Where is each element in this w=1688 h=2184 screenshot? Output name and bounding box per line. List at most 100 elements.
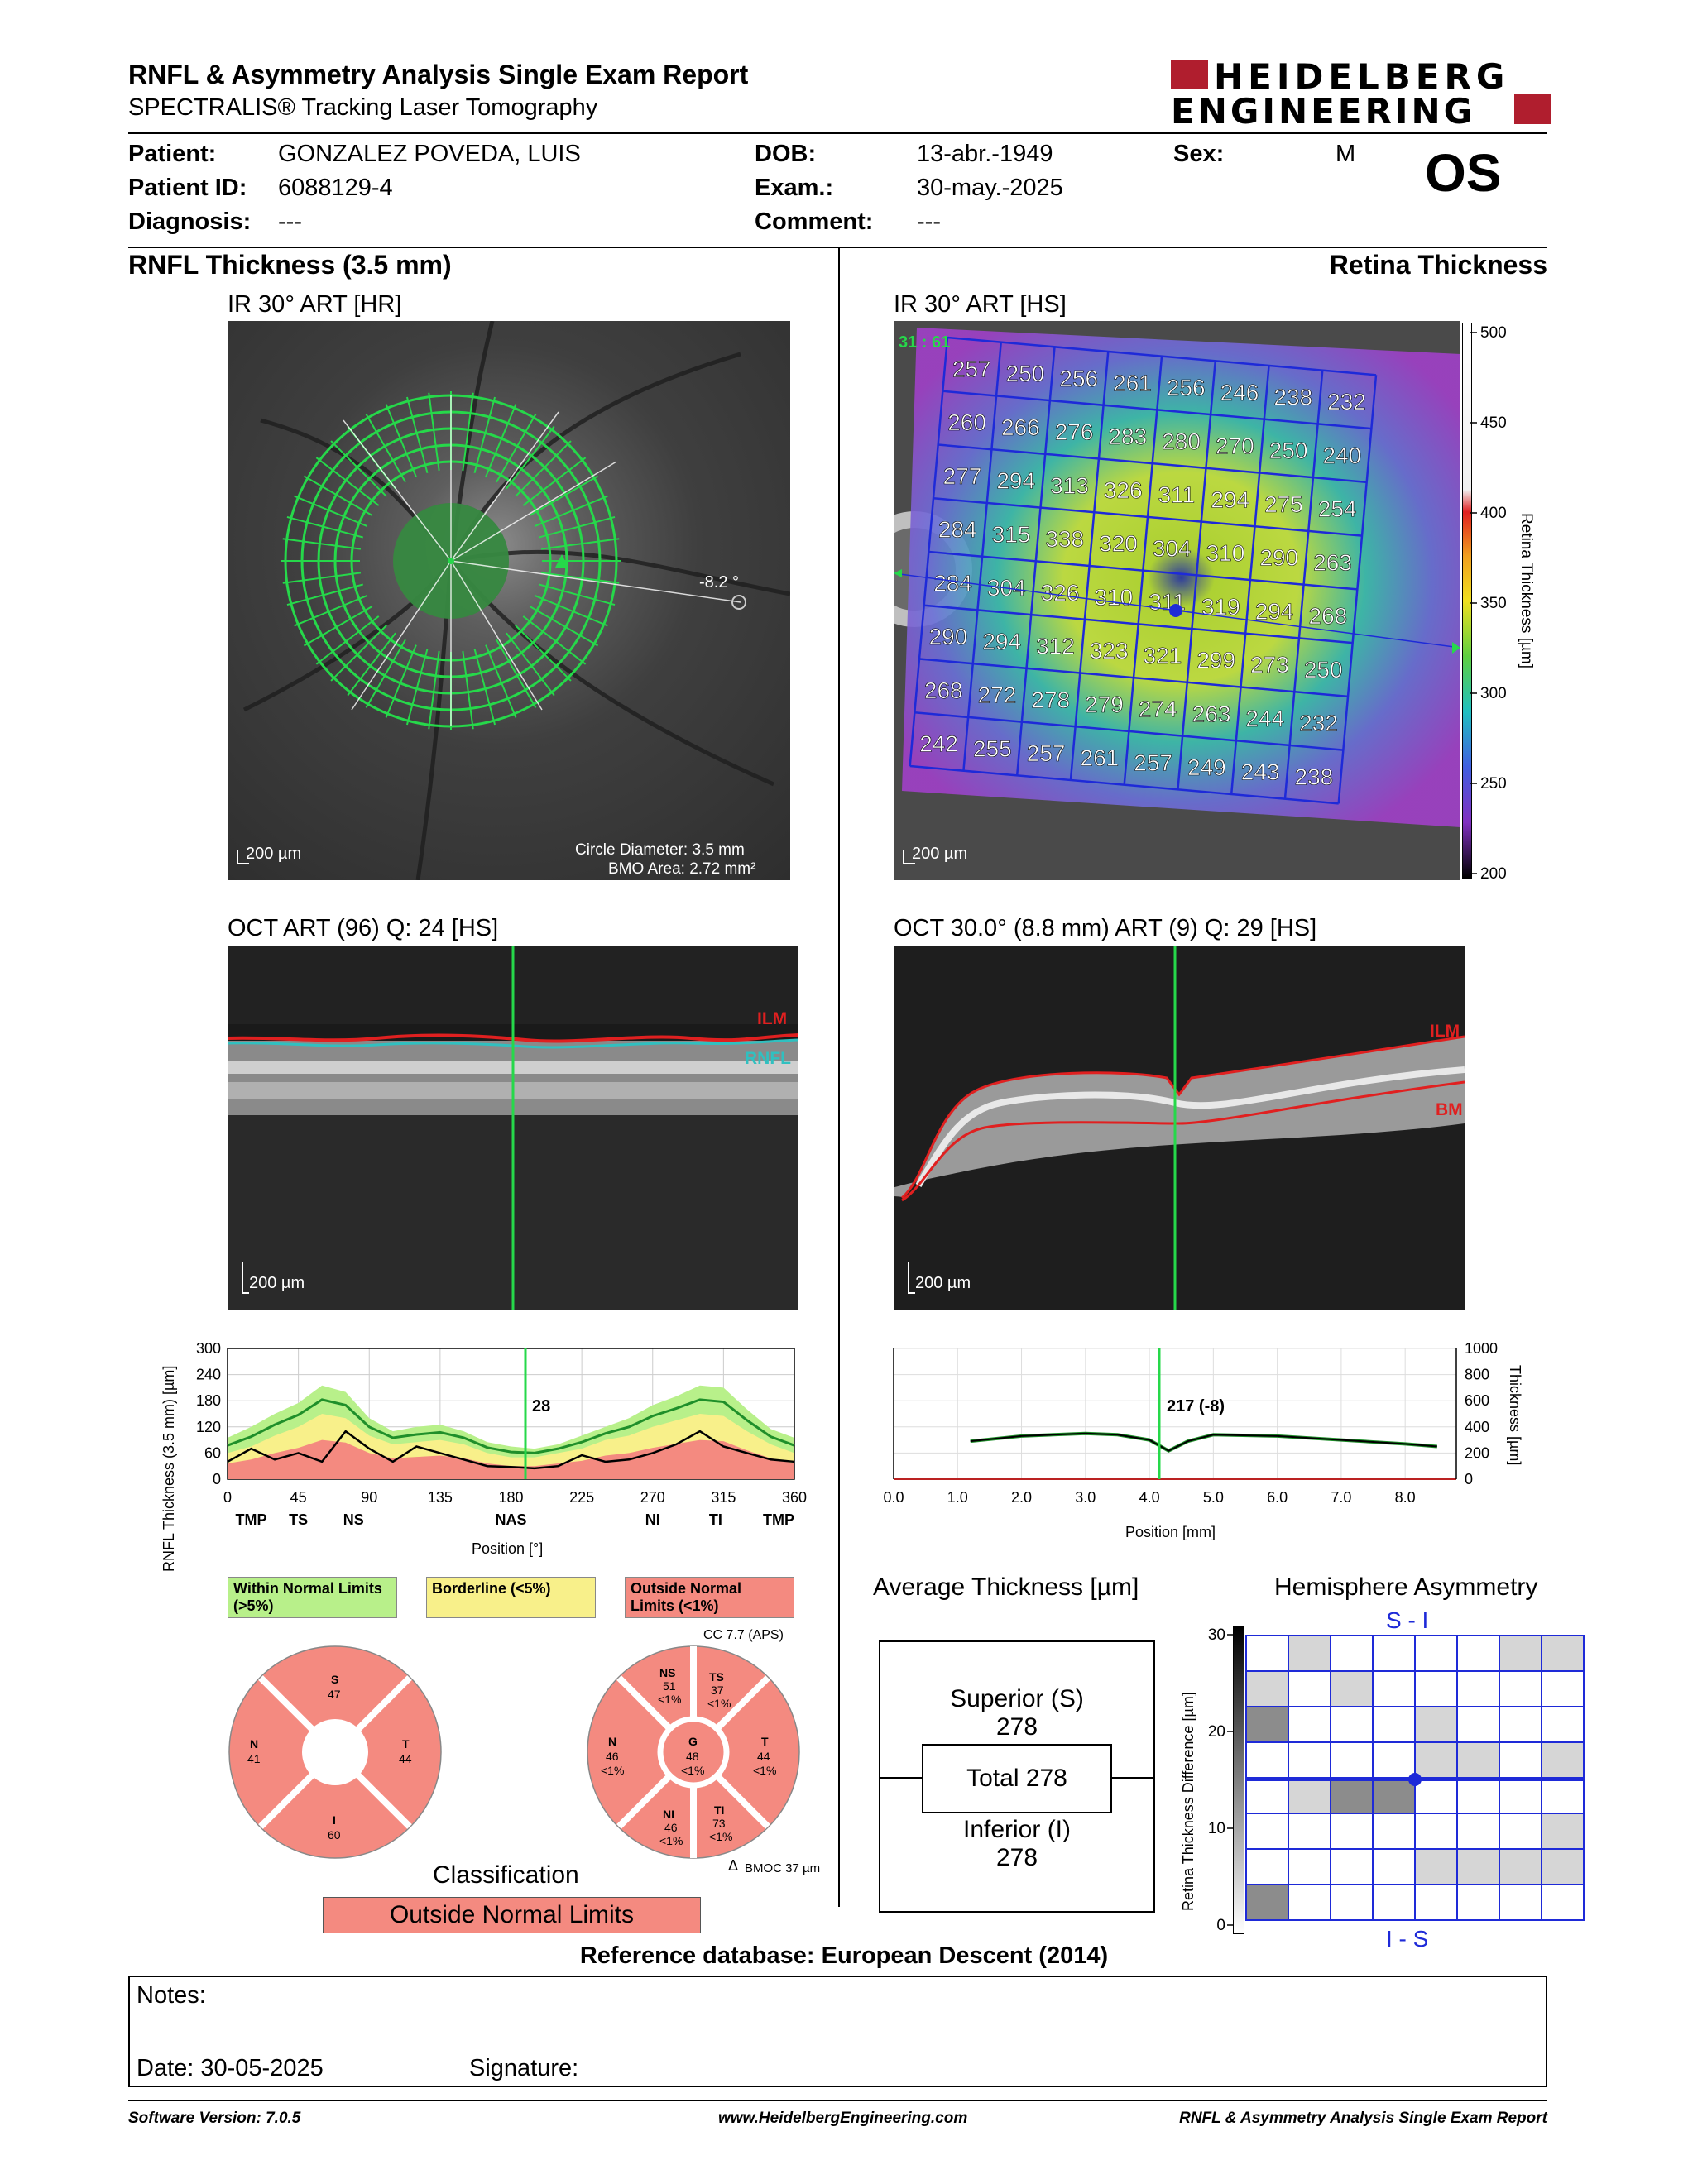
retina-grid-cell: 319: [1201, 594, 1240, 620]
asymmetry-cell: [1372, 1813, 1416, 1850]
exam-label: Exam.:: [755, 175, 834, 201]
retina-grid-cell: 310: [1206, 540, 1245, 566]
notes-signature: Signature:: [469, 2055, 579, 2081]
retina-y-tick: 400: [1465, 1419, 1489, 1435]
rnfl-sector-label: TMP: [763, 1511, 794, 1528]
rnfl-x-tick: 360: [782, 1489, 807, 1506]
report-title: RNFL & Asymmetry Analysis Single Exam Re…: [128, 60, 749, 89]
retina-grid-cell: 257: [1134, 750, 1172, 775]
asymmetry-cell: [1372, 1884, 1416, 1921]
classification-value: Outside Normal Limits: [323, 1897, 701, 1933]
retina-measured-line: [970, 1432, 1437, 1452]
retina-grid-cell: 254: [1318, 496, 1357, 522]
retina-grid-cell: 279: [1085, 692, 1124, 717]
ir-scale-label: 200 µm: [246, 845, 301, 863]
dob-label: DOB:: [755, 141, 817, 167]
diagnosis-value: ---: [278, 208, 302, 235]
asymmetry-cell: [1456, 1813, 1500, 1850]
exam-value: 30-may.-2025: [917, 175, 1063, 201]
sector-g-value: 48: [686, 1750, 699, 1763]
retina-ir-title: IR 30° ART [HS]: [894, 291, 1067, 318]
asymmetry-cell: [1541, 1848, 1585, 1885]
patient-id-label: Patient ID:: [128, 175, 247, 201]
rnfl-profile-value: 28: [532, 1397, 550, 1415]
average-superior-value: 278: [995, 1713, 1038, 1741]
retina-grid-cell: 311: [1158, 482, 1196, 508]
asymmetry-cell: [1372, 1706, 1416, 1743]
asymmetry-cell: [1456, 1777, 1500, 1814]
sector-ti-p: <1%: [709, 1830, 732, 1843]
oct-rnfl-label: RNFL: [745, 1049, 791, 1068]
retina-grid-cell: 321: [1144, 643, 1182, 668]
retina-chart-xlabel: Position [mm]: [1125, 1524, 1216, 1540]
retina-grid-cell: 276: [1055, 419, 1094, 445]
legend-within: Within Normal Limits (>5%): [228, 1577, 397, 1618]
asymmetry-top-label: S - I: [1386, 1607, 1429, 1633]
sector-ts-label: TS: [709, 1670, 724, 1684]
retina-grid-cell: 250: [1269, 438, 1308, 463]
asymmetry-grid: [1245, 1635, 1585, 1921]
retina-grid-cell: 244: [1245, 706, 1284, 731]
colorbar-tick: 400: [1480, 505, 1507, 522]
asymmetry-cell: [1330, 1670, 1374, 1707]
patient-id: 6088129-4: [278, 175, 393, 201]
asymmetry-cell: [1330, 1813, 1374, 1850]
retina-grid-cell: 246: [1220, 380, 1259, 405]
retina-grid-cell: 323: [1090, 638, 1129, 663]
retina-oct-image: ILM BM 200 µm: [894, 946, 1465, 1310]
rnfl-sector-label: TS: [289, 1511, 308, 1528]
logo-text-1: HEIDELBERG: [1214, 56, 1510, 97]
cc-label: CC 7.7 (APS): [703, 1628, 784, 1642]
retina-grid-cell: 263: [1192, 701, 1231, 726]
footer-report: RNFL & Asymmetry Analysis Single Exam Re…: [1179, 2110, 1547, 2127]
notes-box[interactable]: Notes: Date: 30-05-2025 Signature:: [128, 1976, 1547, 2087]
retina-grid-cell: 290: [929, 624, 968, 649]
retina-oct-bm: BM: [1436, 1100, 1463, 1119]
rnfl-sector-label: TI: [709, 1511, 722, 1528]
retina-grid-cell: 261: [1081, 745, 1120, 771]
asymmetry-cell: [1414, 1670, 1458, 1707]
rnfl-x-tick: 135: [428, 1489, 453, 1506]
quad-s-value: 47: [328, 1688, 341, 1701]
sector-ns-p: <1%: [658, 1693, 681, 1706]
retina-grid-cell: 273: [1250, 652, 1289, 678]
footer-website[interactable]: www.HeidelbergEngineering.com: [718, 2110, 968, 2127]
asymmetry-cell: [1330, 1777, 1374, 1814]
average-box: Superior (S) 278 Total 278 Inferior (I) …: [879, 1640, 1155, 1913]
asymmetry-cell: [1372, 1741, 1416, 1779]
quad-t-label: T: [402, 1737, 410, 1751]
retina-grid-cell: 268: [1309, 603, 1348, 629]
retina-x-tick: 8.0: [1395, 1489, 1416, 1506]
rnfl-sector-label: NAS: [495, 1511, 526, 1528]
retina-grid-cell: 283: [1108, 424, 1147, 449]
asymmetry-cell: [1330, 1884, 1374, 1921]
retina-grid-cell: 242: [919, 731, 958, 757]
asymmetry-cell: [1414, 1706, 1458, 1743]
rnfl-x-tick: 225: [569, 1489, 594, 1506]
retina-y-tick: 0: [1465, 1471, 1473, 1487]
oct-ilm-label: ILM: [757, 1009, 787, 1028]
asymmetry-cell: [1499, 1777, 1542, 1814]
rnfl-y-tick: 300: [196, 1340, 221, 1357]
retina-grid-cell: 277: [943, 463, 982, 489]
quad-i-label: I: [333, 1813, 336, 1827]
asymmetry-cell: [1245, 1741, 1289, 1779]
sector-ni-p: <1%: [659, 1834, 683, 1847]
asymmetry-cell: [1288, 1884, 1331, 1921]
average-inferior-label: Inferior (I): [962, 1816, 1072, 1843]
colorbar-label: Retina Thickness [µm]: [1518, 513, 1535, 668]
asymmetry-cell: [1414, 1635, 1458, 1672]
sector-n-p: <1%: [601, 1764, 624, 1777]
retina-grid-cell: 250: [1006, 361, 1045, 386]
retina-y-tick: 200: [1465, 1444, 1489, 1461]
retina-y-tick: 600: [1465, 1392, 1489, 1409]
retina-oct-scale: 200 µm: [915, 1274, 971, 1292]
asymmetry-cell: [1499, 1813, 1542, 1850]
rnfl-x-tick: 180: [498, 1489, 523, 1506]
asymmetry-cell: [1541, 1741, 1585, 1779]
retina-oct-ilm: ILM: [1430, 1022, 1460, 1041]
eye-indicator: OS: [1425, 143, 1502, 203]
sector-ni-label: NI: [663, 1808, 674, 1821]
retina-chart-ylabel: Thickness [µm]: [1507, 1365, 1523, 1465]
retina-grid-cell: 294: [1255, 598, 1294, 624]
